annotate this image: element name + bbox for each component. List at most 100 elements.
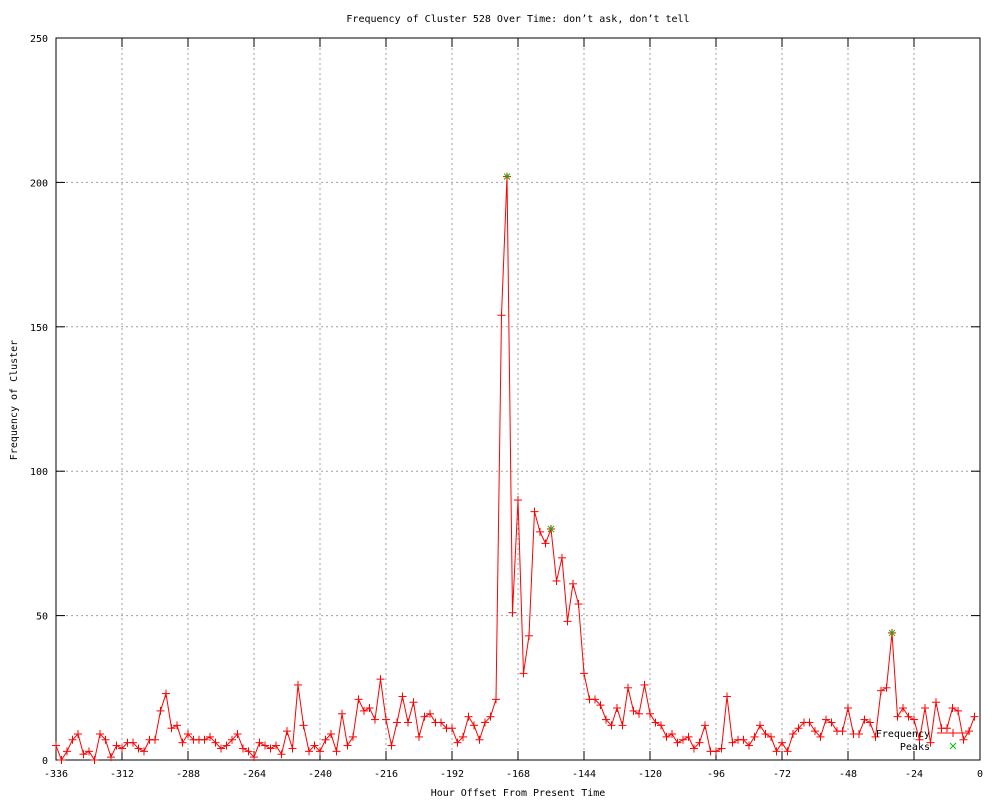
y-tick-label: 100 — [30, 467, 48, 478]
frequency-point — [959, 735, 968, 744]
frequency-point — [459, 732, 467, 741]
frequency-point — [541, 539, 550, 548]
frequency-point — [184, 730, 192, 739]
frequency-point — [332, 747, 341, 756]
frequency-point — [283, 727, 291, 736]
frequency-point — [327, 730, 335, 739]
frequency-point — [811, 727, 819, 736]
y-tick-label: 250 — [30, 34, 48, 45]
frequency-point — [167, 724, 176, 733]
frequency-point — [569, 579, 577, 588]
frequency-point — [316, 747, 324, 756]
frequency-point — [723, 692, 731, 701]
x-tick-label: -336 — [44, 769, 68, 780]
y-tick-label: 0 — [42, 756, 48, 767]
frequency-point — [558, 553, 566, 562]
frequency-point — [717, 744, 726, 753]
legend: Frequency Peaks — [876, 729, 970, 753]
y-axis: 0 50 100 150 200 250 — [30, 34, 980, 767]
frequency-point — [173, 721, 181, 730]
frequency-point — [101, 735, 110, 744]
x-tick-label: -312 — [110, 769, 134, 780]
frequency-point — [343, 741, 352, 750]
frequency-point — [536, 527, 544, 536]
frequency-point — [932, 698, 940, 707]
frequency-point — [437, 718, 445, 727]
x-axis: -336 -312 -288 -264 -240 -216 -192 -168 -144 -120… — [44, 38, 983, 780]
frequency-point — [679, 735, 687, 744]
frequency-point — [970, 712, 979, 721]
frequency-point — [156, 706, 165, 715]
frequency-point — [354, 695, 363, 704]
legend-marker-peaks — [949, 742, 957, 750]
frequency-point — [470, 721, 478, 730]
x-tick-label: 0 — [977, 769, 983, 780]
frequency-point — [613, 704, 621, 713]
frequency-point — [794, 724, 803, 733]
frequency-point — [783, 747, 792, 756]
frequency-point — [371, 715, 379, 724]
frequency-point — [244, 747, 253, 756]
chart-title: Frequency of Cluster 528 Over Time: don’… — [346, 14, 689, 25]
frequency-point — [481, 718, 489, 727]
frequency-point — [79, 750, 88, 759]
frequency-point — [222, 741, 231, 750]
frequency-point — [778, 738, 786, 747]
frequency-point — [750, 732, 759, 741]
frequency-point — [618, 721, 627, 730]
frequency-point — [805, 718, 814, 727]
x-tick-label: -240 — [308, 769, 332, 780]
frequency-point — [822, 715, 830, 724]
frequency-point — [453, 738, 462, 747]
frequency-point — [338, 709, 346, 718]
peak-point — [503, 173, 511, 180]
frequency-point — [827, 718, 836, 727]
frequency-point — [52, 741, 60, 750]
frequency-point — [376, 675, 385, 684]
x-tick-label: -144 — [572, 769, 596, 780]
frequency-point — [497, 311, 506, 320]
frequency-point — [860, 715, 869, 724]
frequency-point — [365, 704, 374, 713]
x-tick-label: -120 — [638, 769, 662, 780]
legend-marker-frequency — [949, 729, 957, 737]
frequency-point — [239, 744, 247, 753]
frequency-point — [90, 756, 99, 764]
frequency-point — [728, 738, 737, 747]
frequency-point — [486, 712, 495, 721]
frequency-point — [882, 683, 891, 692]
frequency-point — [294, 680, 302, 689]
frequency-point — [943, 724, 951, 733]
frequency-point — [57, 756, 66, 764]
frequency-point — [360, 706, 368, 715]
y-tick-label: 200 — [30, 178, 48, 189]
frequency-point — [844, 704, 852, 713]
frequency-point — [574, 600, 583, 609]
frequency-point — [948, 704, 957, 713]
frequency-point — [745, 741, 753, 750]
frequency-point — [140, 747, 148, 756]
x-tick-label: -168 — [506, 769, 530, 780]
y-tick-label: 150 — [30, 323, 48, 334]
frequency-point — [107, 753, 115, 762]
frequency-point — [255, 738, 264, 747]
frequency-point — [508, 608, 517, 617]
x-axis-label: Hour Offset From Present Time — [431, 788, 606, 799]
frequency-point — [926, 738, 935, 747]
x-tick-label: -72 — [773, 769, 791, 780]
x-tick-label: -288 — [176, 769, 200, 780]
frequency-point — [266, 744, 275, 753]
frequency-point — [134, 744, 143, 753]
frequency-point — [404, 718, 412, 727]
frequency-point — [261, 741, 269, 750]
frequency-point — [233, 730, 242, 739]
frequency-point — [838, 727, 847, 736]
frequency-point — [965, 727, 973, 736]
frequency-point — [129, 738, 137, 747]
frequency-point — [690, 744, 698, 753]
frequency-point — [761, 730, 770, 739]
frequency-point — [816, 732, 825, 741]
frequency-point — [635, 709, 643, 718]
x-tick-label: -96 — [707, 769, 725, 780]
